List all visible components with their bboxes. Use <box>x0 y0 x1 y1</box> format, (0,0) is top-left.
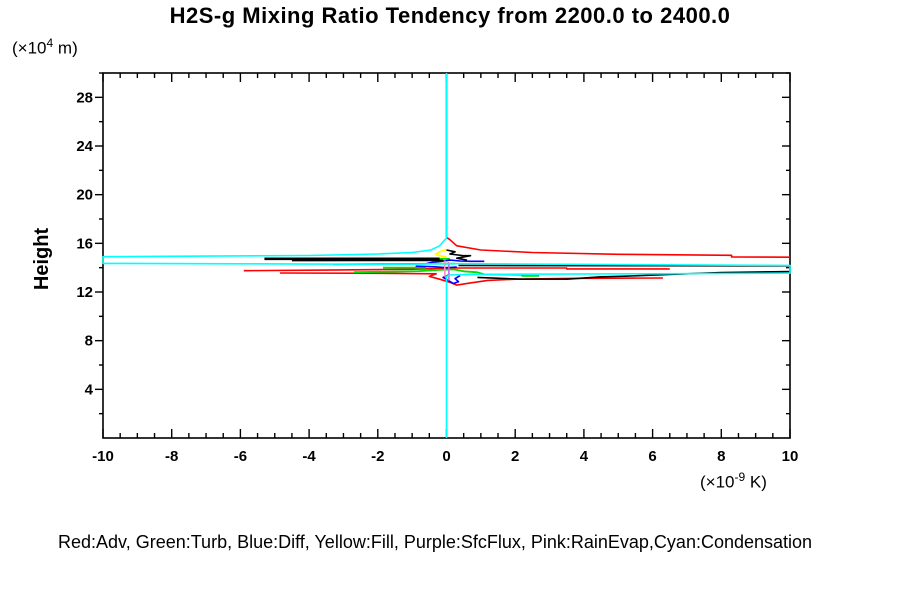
x-axis-unit-label: (×10-9 K) <box>700 470 767 493</box>
x-unit-pre: (×10 <box>700 472 735 492</box>
x-tick-label: 2 <box>511 448 519 465</box>
x-unit-exponent: -9 <box>734 470 746 484</box>
x-tick-label: 10 <box>782 448 799 465</box>
x-tick-label: -10 <box>92 448 114 465</box>
x-tick-label: -4 <box>302 448 316 465</box>
series-turb-line <box>353 268 540 277</box>
x-tick-label: 8 <box>717 448 725 465</box>
y-unit-exponent: 4 <box>46 36 54 50</box>
x-tick-label: -2 <box>371 448 384 465</box>
series-sfcflux-line <box>447 262 450 281</box>
series-adv-line <box>445 73 791 259</box>
series-black-unlabeled-line <box>446 249 472 261</box>
series-legend-text: Red:Adv, Green:Turb, Blue:Diff, Yellow:F… <box>58 532 813 552</box>
series-condensation-line <box>102 73 791 438</box>
series-fill-line <box>434 249 447 258</box>
x-tick-label: 0 <box>442 448 450 465</box>
y-tick-label: 28 <box>76 89 93 106</box>
y-tick-label: 16 <box>76 235 93 252</box>
x-tick-label: 6 <box>648 448 656 465</box>
series-diff-line <box>442 273 461 285</box>
x-tick-label: 4 <box>580 448 589 465</box>
y-unit-post: m) <box>53 38 78 58</box>
page-title: H2S-g Mixing Ratio Tendency from 2200.0 … <box>169 3 731 28</box>
y-tick-label: 8 <box>85 333 93 350</box>
x-unit-post: K) <box>745 472 767 492</box>
x-tick-label: -8 <box>165 448 178 465</box>
y-unit-pre: (×10 <box>12 38 47 58</box>
y-tick-label: 24 <box>76 138 93 155</box>
y-tick-label: 4 <box>85 381 94 398</box>
y-axis-unit-label: (×104 m) <box>12 36 78 59</box>
x-tick-label: -6 <box>234 448 247 465</box>
series-diff-line <box>415 265 457 269</box>
series-adv-line <box>243 267 670 272</box>
y-tick-label: 20 <box>76 187 93 204</box>
y-tick-label: 12 <box>76 284 93 301</box>
